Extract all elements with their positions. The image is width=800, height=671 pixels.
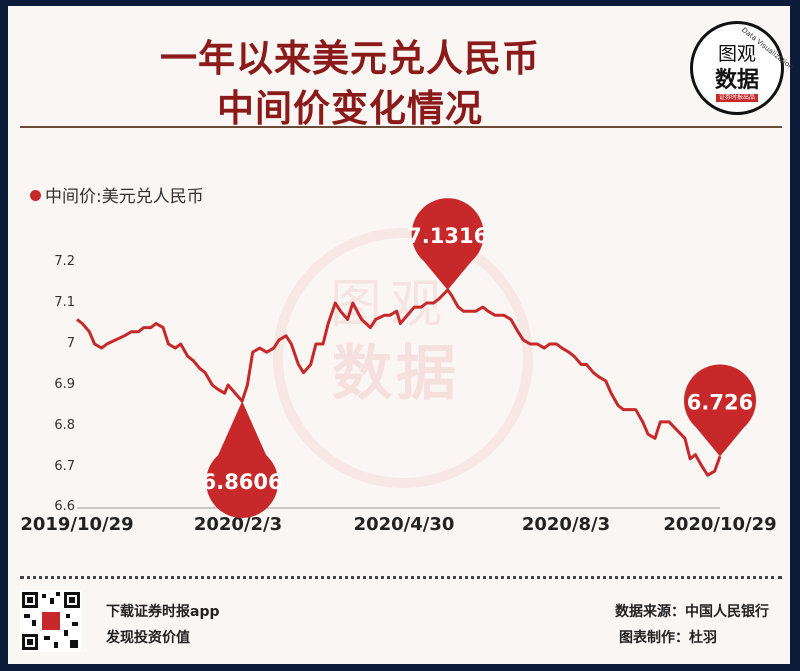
- x-tick-label: 2020/8/3: [521, 514, 611, 535]
- qr-code-icon[interactable]: [20, 590, 82, 652]
- value-pin: 6.8606: [202, 401, 283, 518]
- chart-legend: 中间价:美元兑人民币: [30, 182, 204, 207]
- y-tick-label: 6.9: [54, 377, 75, 392]
- y-tick-label: 7: [66, 336, 75, 351]
- footer-divider: [20, 576, 782, 579]
- value-pin-label: 6.8606: [202, 470, 283, 494]
- chart-title-line1: 一年以来美元兑人民币: [160, 37, 540, 80]
- legend-marker: [30, 190, 41, 201]
- x-tick-label: 2020/10/29: [663, 514, 777, 535]
- watermark-circle: [273, 228, 533, 488]
- x-tick-label: 2019/10/29: [20, 514, 134, 535]
- chart-title-line2: 中间价变化情况: [217, 87, 483, 130]
- x-tick-label: 2020/4/30: [353, 514, 455, 535]
- value-pin-shape: [411, 198, 484, 291]
- value-pin-shape: [206, 401, 279, 518]
- value-pin-shape: [683, 364, 756, 457]
- logo-line2: 数据: [714, 68, 759, 93]
- y-tick-label: 6.6: [54, 499, 75, 514]
- watermark-line2: 数据: [332, 339, 460, 409]
- header-divider: [20, 126, 782, 128]
- y-tick-label: 6.8: [54, 418, 75, 433]
- chart-author-text: 图表制作：杜羽: [619, 630, 717, 646]
- value-pin: 7.1316: [407, 198, 488, 291]
- logo-line1: 图观: [717, 43, 756, 65]
- series-line: [76, 288, 722, 477]
- annotation-layer: 6.8606 7.1316 6.726: [202, 198, 756, 518]
- y-tick-label: 7.2: [54, 254, 75, 269]
- y-tick-label: 7.1: [54, 295, 75, 310]
- data-source-text: 数据来源：中国人民银行: [615, 604, 769, 620]
- y-tick-label: 6.7: [54, 459, 75, 474]
- x-tick-label: 2020/2/3: [193, 514, 283, 535]
- legend-label: 中间价:美元兑人民币: [45, 187, 204, 207]
- brand-logo: Data Visualization 图观 数据 证券时报出品: [690, 21, 795, 115]
- series-layer: [76, 288, 722, 477]
- logo-tagline: 证券时报出品: [716, 94, 758, 102]
- value-pin-label: 7.1316: [407, 224, 488, 248]
- value-pin: 6.726: [683, 364, 756, 457]
- discover-value-text: 发现投资价值: [106, 630, 190, 646]
- value-pin-label: 6.726: [687, 390, 753, 414]
- download-app-text: 下载证券时报app: [106, 604, 220, 620]
